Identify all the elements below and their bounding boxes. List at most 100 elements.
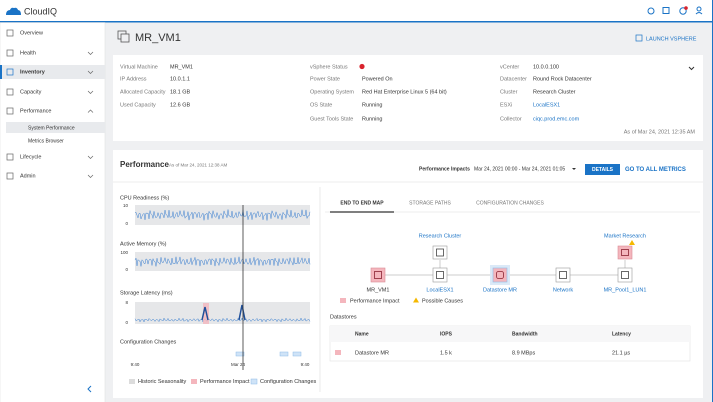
nav-active-bar (0, 65, 2, 79)
chat-icon[interactable] (662, 7, 670, 14)
alert-badge (684, 6, 688, 10)
legend-swatch (191, 379, 197, 384)
nav-item[interactable]: Overview (20, 30, 43, 36)
warning-icon (629, 240, 635, 245)
table-cell: 21.1 µs (612, 350, 630, 356)
nav-icon (6, 68, 14, 76)
table-header (330, 326, 690, 342)
sidebar (0, 22, 106, 402)
impacts-range[interactable]: Mar 24, 2021 00:00 - Mar 24, 2021 01:05 (474, 166, 565, 172)
legend-label: Possible Causes (422, 298, 463, 304)
map-panel: END TO END MAP STORAGE PATHS CONFIGURATION… (325, 200, 700, 362)
chart-title: CPU Readiness (%) (120, 195, 169, 201)
launch-vsphere[interactable]: LAUNCH VSPHERE (646, 36, 697, 42)
nav: Overview Health Inventory Capacity Performan… (6, 29, 94, 179)
legend-swatch (250, 378, 258, 385)
seasonality-band (135, 302, 310, 324)
field-value: MR_VM1 (170, 64, 193, 70)
field-label: Allocated Capacity (120, 89, 166, 95)
field-value: 10.0.1.1 (170, 76, 190, 82)
field-label: Guest Tools State (310, 116, 353, 122)
all-metrics-link[interactable]: GO TO ALL METRICS (625, 167, 686, 173)
chart-title: Active Memory (%) (120, 241, 167, 247)
column-header: Latency (612, 331, 631, 337)
node-label: MR_VM1 (367, 287, 390, 293)
field-label: Cluster (500, 89, 518, 95)
group-label[interactable]: Market Research (604, 233, 646, 239)
subnav-item[interactable]: Metrics Browser (28, 138, 64, 144)
nav-item[interactable]: Performance (20, 108, 52, 114)
search-icon[interactable] (647, 7, 655, 15)
tab[interactable]: STORAGE PATHS (409, 200, 451, 206)
seasonality-band (135, 205, 310, 225)
details-button[interactable] (585, 164, 620, 175)
field-value: Research Cluster (533, 89, 576, 95)
nav-icon (6, 29, 14, 37)
metric-line (134, 209, 311, 221)
market-glyph (621, 249, 629, 256)
map-node[interactable] (492, 267, 508, 283)
nav-icon (6, 153, 14, 161)
details-as-of: As of Mar 24, 2021 12:35 AM (624, 129, 696, 135)
performance-as-of: As of Mar 24, 2021 12:38 AM (169, 163, 228, 168)
user-icon[interactable] (696, 6, 702, 12)
collapse-button[interactable] (87, 385, 92, 393)
node-glyph (496, 271, 504, 279)
nav-item[interactable]: Health (20, 50, 36, 56)
chart-title: Storage Latency (ms) (120, 290, 173, 296)
legend-label: Performance Impact (200, 379, 250, 385)
field-label: IP Address (120, 76, 147, 82)
nav-item[interactable]: Inventory (20, 69, 46, 75)
node-label[interactable]: MR_Pool1_LUN1 (604, 287, 647, 293)
field-label: ESXi (500, 102, 512, 108)
field-value[interactable]: LocalESX1 (533, 102, 560, 108)
field-value: 10.0.0.100 (533, 64, 559, 70)
config-change (292, 351, 302, 357)
legend-swatch (340, 298, 346, 303)
subnav-active-bg (6, 122, 105, 133)
top-icons (647, 6, 703, 15)
y-tick-label: 10 (123, 203, 129, 208)
field-value[interactable]: ciqc.prod.emc.com (533, 116, 580, 122)
map-node[interactable] (370, 267, 386, 283)
field-value: Powered On (362, 76, 393, 82)
nav-item[interactable]: Capacity (20, 89, 42, 95)
group-label[interactable]: Research Cluster (419, 233, 462, 239)
field-label: vSphere Status (310, 64, 348, 70)
subnav-item[interactable]: System Performance (28, 125, 75, 131)
y-tick-label: 0 (125, 267, 128, 272)
tab[interactable]: CONFIGURATION CHANGES (476, 200, 544, 206)
logo (6, 7, 21, 15)
y-tick-label: 8 (125, 300, 128, 305)
nav-item[interactable]: Lifecycle (20, 154, 41, 160)
map-node[interactable] (432, 267, 448, 283)
nav-chevron (87, 90, 94, 94)
expand-details[interactable] (688, 66, 695, 71)
node-glyph (374, 271, 382, 279)
field-label: Operating System (310, 89, 354, 95)
legend-swatch (129, 379, 135, 384)
table-cell: Datastore MR (355, 350, 389, 356)
node-label[interactable]: LocalESX1 (426, 287, 453, 293)
tab[interactable]: END TO END MAP (340, 200, 384, 206)
field-label: Virtual Machine (120, 64, 158, 70)
node-label[interactable]: Datastore MR (483, 287, 517, 293)
cluster-icon (432, 245, 448, 260)
node-label[interactable]: Network (553, 287, 573, 293)
map-node[interactable] (555, 267, 571, 283)
alerts-icon[interactable] (679, 7, 687, 15)
field-value: 18.1 GB (170, 89, 191, 95)
vsphere-status-icon (359, 63, 365, 70)
map-node[interactable] (617, 267, 633, 283)
field-label: OS State (310, 102, 332, 108)
nav-item[interactable]: Admin (20, 173, 36, 179)
nav-chevron (87, 51, 94, 55)
time-label: 9:40 (131, 362, 140, 367)
page-title: MR_VM1 (135, 32, 181, 44)
column-header: Name (355, 331, 369, 337)
nav-active-bg (0, 65, 105, 79)
legend-label: Configuration Changes (260, 379, 317, 385)
node-glyph (436, 271, 444, 279)
range-dropdown[interactable] (572, 168, 576, 170)
field-value: Round Rock Datacenter (533, 76, 592, 82)
